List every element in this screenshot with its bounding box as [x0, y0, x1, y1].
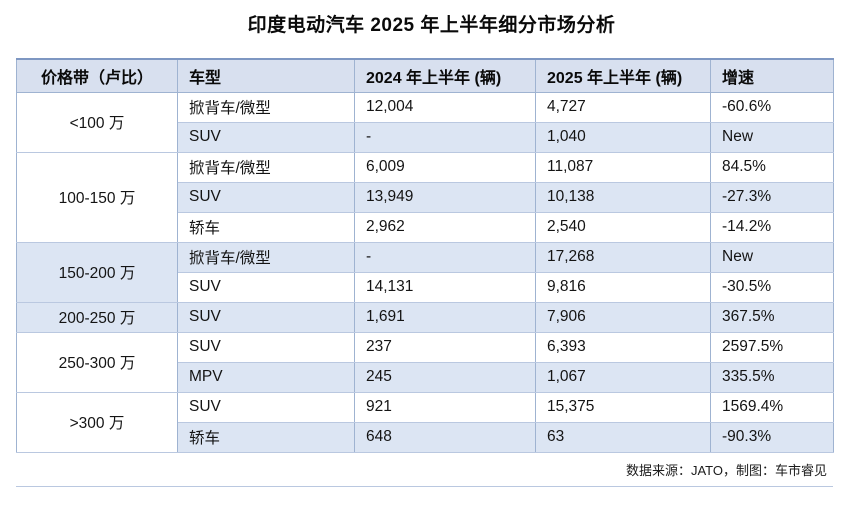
h1-2024-cell: 13,949	[354, 181, 536, 213]
h1-2024-cell: 648	[354, 421, 536, 453]
table-body: <100 万掀背车/微型 12,004 4,727 -60.6% SUV -1,040 Ne…	[16, 91, 834, 453]
vehicle-cell: MPV	[177, 361, 355, 393]
h1-2025-cell: 10,138	[535, 181, 711, 213]
header-row: 价格带（卢比） 车型 2024 年上半年 (辆) 2025 年上半年 (辆) 增速	[16, 58, 834, 93]
column-header: 价格带（卢比）	[16, 58, 178, 93]
growth-cell: 2597.5%	[710, 331, 834, 363]
growth-cell: -60.6%	[710, 91, 834, 123]
vehicle-cell: SUV	[177, 301, 355, 333]
vehicle-cell: SUV	[177, 331, 355, 363]
vehicle-cell: 掀背车/微型	[177, 151, 355, 183]
column-header: 2025 年上半年 (辆)	[535, 58, 711, 93]
price-band-cell: 200-250 万	[16, 301, 178, 333]
growth-cell: -27.3%	[710, 181, 834, 213]
h1-2025-cell: 9,816	[535, 271, 711, 303]
table-row: >300 万 SUV 921 15,375 1569.4%	[16, 391, 834, 453]
segment-table: 价格带（卢比） 车型 2024 年上半年 (辆) 2025 年上半年 (辆) 增速 <1…	[16, 58, 834, 453]
vehicle-cell: 轿车	[177, 211, 355, 243]
h1-2024-cell: -	[354, 241, 536, 273]
h1-2025-cell: 15,375	[535, 391, 711, 423]
price-band-cell: >300 万	[16, 391, 178, 453]
h1-2025-cell: 6,393	[535, 331, 711, 363]
growth-cell: 335.5%	[710, 361, 834, 393]
price-band-cell: 100-150 万	[16, 151, 178, 243]
h1-2025-cell: 4,727	[535, 91, 711, 123]
column-header: 车型	[177, 58, 355, 93]
growth-cell: 1569.4%	[710, 391, 834, 423]
table-row: 250-300 万 SUV 237 6,393 2597.5%	[16, 331, 834, 393]
growth-cell: New	[710, 241, 834, 273]
h1-2024-cell: 2,962	[354, 211, 536, 243]
h1-2024-cell: 1,691	[354, 301, 536, 333]
h1-2024-cell: 237	[354, 331, 536, 363]
vehicle-cell: 掀背车/微型	[177, 91, 355, 123]
source-row: 数据来源：JATO，制图：车市睿见	[16, 453, 833, 487]
growth-cell: 367.5%	[710, 301, 834, 333]
h1-2025-cell: 17,268	[535, 241, 711, 273]
h1-2025-cell: 7,906	[535, 301, 711, 333]
growth-cell: New	[710, 121, 834, 153]
table-row: 轿车 648 63 -90.3%	[17, 421, 834, 453]
price-band-cell: <100 万	[16, 91, 178, 153]
column-header: 增速	[710, 58, 834, 93]
table-row: SUV 13,949 10,138 -27.3%	[17, 181, 834, 213]
vehicle-cell: SUV	[177, 121, 355, 153]
page-title: 印度电动汽车 2025 年上半年细分市场分析	[247, 15, 616, 36]
h1-2024-cell: 245	[354, 361, 536, 393]
vehicle-cell: 轿车	[177, 421, 355, 453]
h1-2024-cell: 14,131	[354, 271, 536, 303]
h1-2024-cell: 6,009	[354, 151, 536, 183]
table-row: SUV -1,040 New	[17, 121, 834, 153]
h1-2024-cell: 12,004	[354, 91, 536, 123]
table-row: 100-150 万掀背车/微型 6,009 11,087 84.5%	[16, 151, 834, 243]
table-row: 150-200 万掀背车/微型 -17,268 New	[16, 241, 834, 303]
vehicle-cell: 掀背车/微型	[177, 241, 355, 273]
price-band-cell: 150-200 万	[16, 241, 178, 303]
h1-2025-cell: 11,087	[535, 151, 711, 183]
h1-2025-cell: 1,067	[535, 361, 711, 393]
growth-cell: -30.5%	[710, 271, 834, 303]
data-source-note: 数据来源：JATO，制图：车市睿见	[625, 462, 827, 478]
h1-2025-cell: 1,040	[535, 121, 711, 153]
table-row: <100 万掀背车/微型 12,004 4,727 -60.6%	[16, 91, 834, 153]
h1-2025-cell: 63	[535, 421, 711, 453]
table-row: 200-250 万 SUV 1,691 7,906 367.5%	[16, 301, 834, 333]
h1-2024-cell: 921	[354, 391, 536, 423]
growth-cell: -14.2%	[710, 211, 834, 243]
vehicle-cell: SUV	[177, 271, 355, 303]
growth-cell: 84.5%	[710, 151, 834, 183]
vehicle-cell: SUV	[177, 391, 355, 423]
column-header: 2024 年上半年 (辆)	[354, 58, 536, 93]
growth-cell: -90.3%	[710, 421, 834, 453]
h1-2024-cell: -	[354, 121, 536, 153]
h1-2025-cell: 2,540	[535, 211, 711, 243]
table-row: MPV 245 1,067 335.5%	[17, 361, 834, 393]
price-band-cell: 250-300 万	[16, 331, 178, 393]
vehicle-cell: SUV	[177, 181, 355, 213]
